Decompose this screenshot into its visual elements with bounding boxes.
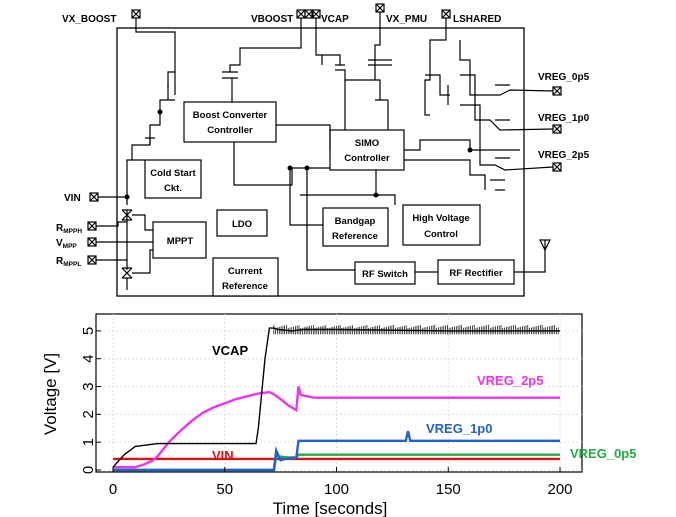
- series-line-vcap: [112, 327, 560, 468]
- block-diagram: VX_BOOST VBOOST VCAP VX_PMU LSHARED VREG…: [56, 3, 590, 297]
- simo-controller-label: Controller: [344, 153, 390, 164]
- ldo-label: LDO: [232, 219, 252, 230]
- bandgap-label: Reference: [332, 231, 378, 242]
- hv-control-block: [402, 204, 481, 246]
- y-tick-label: 2: [80, 410, 97, 418]
- pin-label-vreg-1p0: VREG_1p0: [538, 113, 590, 124]
- plot-area: [95, 313, 583, 473]
- x-ticks: 0 50 100 150 200: [109, 467, 573, 498]
- pin-label-vcap: VCAP: [321, 14, 349, 25]
- current-ref-label: Reference: [222, 281, 268, 292]
- series-group: [112, 324, 560, 472]
- x-tick-label: 100: [324, 481, 349, 498]
- series-label-vin: VIN: [212, 448, 234, 463]
- y-tick-label: 1: [80, 438, 97, 446]
- pad-icon: [87, 192, 99, 265]
- current-ref-label: Current: [228, 266, 263, 277]
- x-axis-label: Time [seconds]: [273, 499, 388, 517]
- cold-start-label: Ckt.: [164, 183, 182, 194]
- pin-label-rmppl: RMPPL: [56, 256, 81, 268]
- rf-rectifier-label: RF Rectifier: [449, 268, 503, 279]
- x-tick-label: 50: [216, 481, 233, 498]
- bandgap-block: [322, 207, 389, 247]
- x-tick-label: 150: [436, 481, 461, 498]
- mppt-block: [152, 221, 207, 259]
- chip-outline: [116, 27, 525, 297]
- series-label-vreg-2p5: VREG_2p5: [477, 373, 543, 388]
- x-tick-label: 0: [109, 481, 117, 498]
- hv-control-label: High Voltage: [412, 213, 469, 224]
- pin-label-lshared: LSHARED: [453, 14, 501, 25]
- series-line-vreg-2p5: [113, 386, 560, 469]
- cold-start-block: [144, 159, 202, 199]
- y-tick-label: 4: [80, 355, 97, 363]
- series-label-vcap: VCAP: [212, 343, 248, 358]
- pin-label-vboost: VBOOST: [251, 14, 293, 25]
- pin-label-rmpph: RMPPH: [56, 223, 82, 235]
- y-tick-label: 0: [80, 466, 97, 474]
- y-axis-label: Voltage [V]: [41, 353, 60, 435]
- pin-label-vx-boost: VX_BOOST: [62, 14, 116, 25]
- y-tick-label: 3: [80, 382, 97, 390]
- series-line-vreg-1p0: [113, 430, 560, 472]
- chart: 0 50 100 150 200 0 1 2 3 4 5 Time [seconds] Volta…: [41, 313, 636, 517]
- pin-label-vreg-0p5: VREG_0p5: [538, 72, 590, 83]
- rf-switch-block: [354, 261, 416, 285]
- simo-controller-block: [329, 129, 405, 171]
- rf-switch-label: RF Switch: [362, 269, 408, 280]
- current-ref-block: [212, 257, 279, 297]
- boost-controller-label: Controller: [207, 125, 253, 136]
- wiring: [96, 12, 554, 290]
- x-tick-label: 200: [547, 481, 572, 498]
- y-ticks: 0 1 2 3 4 5: [80, 327, 101, 474]
- mppt-label: MPPT: [167, 236, 194, 247]
- bandgap-label: Bandgap: [335, 216, 376, 227]
- ldo-block: [216, 209, 268, 237]
- pin-label-vx-pmu: VX_PMU: [386, 14, 427, 25]
- series-label-vreg-1p0: VREG_1p0: [426, 421, 492, 436]
- hv-control-label: Control: [424, 229, 458, 240]
- cold-start-label: Cold Start: [150, 168, 196, 179]
- boost-controller-label: Boost Converter: [193, 110, 268, 121]
- series-label-vreg-0p5: VREG_0p5: [570, 446, 636, 461]
- vcap-ripple: [273, 324, 559, 335]
- junction-dots: [124, 109, 473, 200]
- simo-controller-label: SIMO: [355, 138, 379, 149]
- boost-controller-block: [183, 101, 277, 143]
- pin-label-vmpp: VMPP: [56, 238, 77, 250]
- y-tick-label: 5: [80, 327, 97, 335]
- pin-label-vin: VIN: [64, 193, 81, 204]
- pin-label-vreg-2p5: VREG_2p5: [538, 150, 590, 161]
